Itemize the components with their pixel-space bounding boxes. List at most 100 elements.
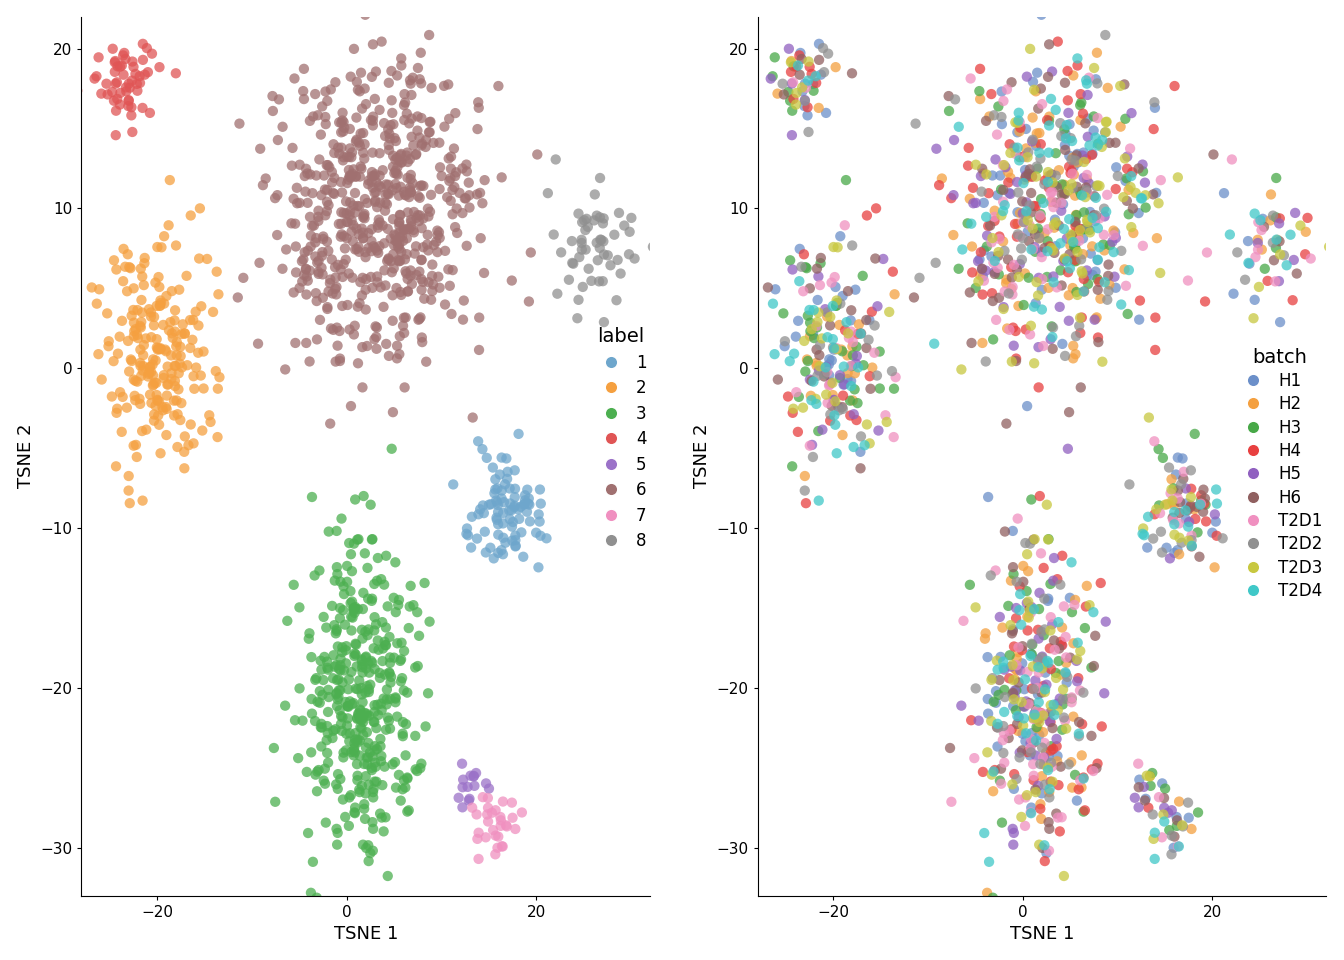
Point <box>1030 706 1051 721</box>
Point <box>356 725 378 740</box>
Point <box>589 274 610 289</box>
Point <box>438 173 460 188</box>
Point <box>1024 706 1046 721</box>
Point <box>1008 113 1030 129</box>
Point <box>993 93 1015 108</box>
Point <box>1191 488 1212 503</box>
Point <box>800 324 821 339</box>
Point <box>352 340 374 355</box>
Point <box>823 393 844 408</box>
Point <box>378 122 399 137</box>
Point <box>401 268 422 283</box>
Point <box>1067 652 1089 667</box>
Point <box>324 659 345 674</box>
Point <box>378 137 399 153</box>
Point <box>394 252 415 267</box>
Point <box>984 253 1005 269</box>
Point <box>1181 528 1203 543</box>
Point <box>396 170 418 185</box>
Point <box>796 260 817 276</box>
Point <box>382 211 403 227</box>
Point <box>765 281 786 297</box>
Point <box>1189 497 1211 513</box>
Point <box>293 252 314 267</box>
Point <box>884 370 906 385</box>
Point <box>1004 114 1025 130</box>
Point <box>132 423 153 439</box>
Point <box>528 507 550 522</box>
Point <box>396 770 418 785</box>
Point <box>1068 781 1090 797</box>
Point <box>384 163 406 179</box>
Point <box>832 344 853 359</box>
Point <box>1017 145 1039 160</box>
Point <box>367 217 388 232</box>
Point <box>780 55 801 70</box>
Point <box>165 393 187 408</box>
Point <box>151 240 172 255</box>
Point <box>411 334 433 349</box>
Point <box>1016 546 1038 562</box>
Point <box>109 59 130 74</box>
Point <box>1025 711 1047 727</box>
Point <box>1121 168 1142 183</box>
Point <box>820 309 841 324</box>
Point <box>410 45 431 60</box>
Point <box>1098 283 1120 299</box>
Point <box>1009 587 1031 602</box>
Point <box>446 226 468 241</box>
Point <box>470 230 492 246</box>
Point <box>1085 311 1106 326</box>
Point <box>160 348 181 363</box>
Point <box>1134 187 1156 203</box>
Point <box>316 718 337 733</box>
Point <box>368 178 390 193</box>
Point <box>122 54 144 69</box>
Point <box>781 64 802 80</box>
Point <box>1040 756 1062 771</box>
Point <box>149 298 171 313</box>
Point <box>293 61 314 77</box>
Point <box>341 594 363 610</box>
Point <box>965 195 986 210</box>
Point <box>442 182 464 198</box>
Point <box>1089 211 1110 227</box>
Point <box>374 759 395 775</box>
Point <box>91 372 113 387</box>
Point <box>832 288 853 303</box>
Point <box>469 310 491 325</box>
Point <box>642 239 664 254</box>
Point <box>368 102 390 117</box>
Point <box>313 610 335 625</box>
Point <box>364 661 386 677</box>
Point <box>121 73 142 88</box>
Point <box>87 347 109 362</box>
Point <box>341 697 363 712</box>
Point <box>782 262 804 277</box>
Point <box>986 739 1008 755</box>
Point <box>1017 697 1039 712</box>
Point <box>144 413 165 428</box>
Point <box>1156 540 1177 556</box>
Point <box>355 685 376 701</box>
Point <box>1040 743 1062 758</box>
Point <box>81 279 102 295</box>
Point <box>171 396 192 411</box>
Point <box>1032 708 1054 723</box>
Point <box>403 204 425 220</box>
Point <box>1067 58 1089 73</box>
Point <box>263 740 285 756</box>
Point <box>476 450 497 466</box>
Point <box>313 672 335 687</box>
Point <box>323 323 344 338</box>
Point <box>972 161 993 177</box>
Point <box>392 714 414 730</box>
Point <box>1051 195 1073 210</box>
Point <box>134 251 156 266</box>
Point <box>836 315 857 330</box>
Point <box>1073 170 1094 185</box>
Point <box>1015 207 1036 223</box>
Point <box>374 577 395 592</box>
Point <box>444 141 465 156</box>
Point <box>504 539 526 554</box>
